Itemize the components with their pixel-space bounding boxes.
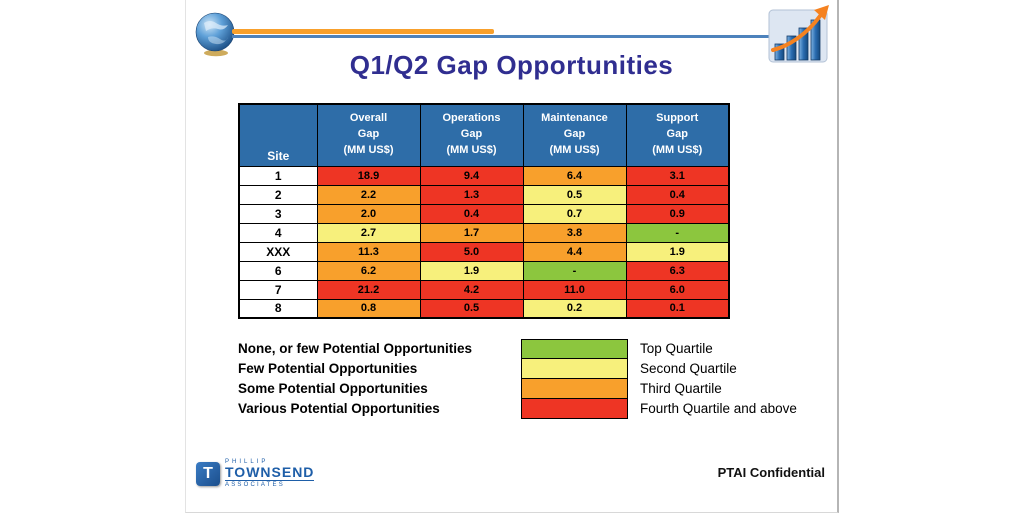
gap-value-cell: 11.3: [316, 241, 421, 262]
site-cell: 3: [238, 203, 318, 224]
site-cell: 6: [238, 260, 318, 281]
legend-label: None, or few Potential Opportunities: [238, 341, 473, 356]
site-cell: 7: [238, 279, 318, 300]
legend-quartile-label: Second Quartile: [640, 361, 737, 376]
confidential-label: PTAI Confidential: [717, 465, 825, 480]
gap-opportunities-table: Site Overall Gap (MM US$) Operations Gap …: [238, 103, 730, 319]
accent-line-orange: [232, 29, 494, 34]
legend-swatch-red: [521, 399, 628, 419]
growth-chart-icon: [767, 4, 831, 64]
legend-label: Some Potential Opportunities: [238, 381, 428, 396]
gap-value-cell: 6.4: [522, 165, 627, 186]
column-header: Maintenance Gap (MM US$): [522, 103, 627, 167]
logo-townsend-label: TOWNSEND: [225, 464, 315, 481]
legend-swatch-green: [521, 339, 628, 359]
ptai-logo-text: PHILLIP TOWNSEND ASSOCIATES: [225, 459, 315, 488]
gap-value-cell: 0.8: [316, 298, 421, 319]
column-header: Operations Gap (MM US$): [419, 103, 524, 167]
legend: None, or few Potential Opportunities Top …: [238, 339, 797, 419]
gap-value-cell: 21.2: [316, 279, 421, 300]
gap-value-cell: 2.7: [316, 222, 421, 243]
gap-value-cell: 3.1: [625, 165, 730, 186]
legend-label: Various Potential Opportunities: [238, 401, 440, 416]
gap-value-cell: 18.9: [316, 165, 421, 186]
table-row: 7 21.2 4.2 11.0 6.0: [238, 279, 730, 300]
legend-swatch-orange: [521, 379, 628, 399]
gap-value-cell: 6.3: [625, 260, 730, 281]
site-cell: 4: [238, 222, 318, 243]
gap-value-cell: 1.7: [419, 222, 524, 243]
table-body: 1 18.9 9.4 6.4 3.1 2 2.2 1.3 0.5 0.4 3 2.0 0.4 0.7 0.9…: [238, 165, 730, 319]
table-row: 4 2.7 1.7 3.8-: [238, 222, 730, 243]
gap-value-cell: 1.3: [419, 184, 524, 205]
gap-value-cell: 1.9: [625, 241, 730, 262]
gap-value-cell: 6.2: [316, 260, 421, 281]
site-cell: 1: [238, 165, 318, 186]
table-row: 2 2.2 1.3 0.5 0.4: [238, 184, 730, 205]
site-column-header: Site: [238, 103, 318, 167]
table-row: 3 2.0 0.4 0.7 0.9: [238, 203, 730, 224]
table-row: 1 18.9 9.4 6.4 3.1: [238, 165, 730, 186]
gap-value-cell: 11.0: [522, 279, 627, 300]
site-cell: 8: [238, 298, 318, 319]
gap-value-cell: 0.5: [522, 184, 627, 205]
legend-row: Some Potential Opportunities Third Quarti…: [238, 379, 797, 399]
legend-swatch-yellow: [521, 359, 628, 379]
legend-row: None, or few Potential Opportunities Top …: [238, 339, 797, 359]
slide: Q1/Q2 Gap Opportunities Site Overall Gap…: [185, 0, 839, 513]
table-row: XXX 11.3 5.0 4.4 1.9: [238, 241, 730, 262]
gap-value-cell: 0.4: [625, 184, 730, 205]
legend-quartile-label: Fourth Quartile and above: [640, 401, 797, 416]
slide-title: Q1/Q2 Gap Opportunities: [349, 50, 674, 80]
gap-value-cell: 2.2: [316, 184, 421, 205]
legend-row: Various Potential Opportunities Fourth Qu…: [238, 399, 797, 419]
legend-quartile-label: Third Quartile: [640, 381, 722, 396]
legend-label: Few Potential Opportunities: [238, 361, 418, 376]
legend-quartile-label: Top Quartile: [640, 341, 713, 356]
column-header: Overall Gap (MM US$): [316, 103, 421, 167]
gap-value-cell: 0.1: [625, 298, 730, 319]
gap-value-cell: 2.0: [316, 203, 421, 224]
gap-value-cell: 6.0: [625, 279, 730, 300]
column-header: Support Gap (MM US$): [625, 103, 730, 167]
gap-value-cell: 1.9: [419, 260, 524, 281]
gap-value-cell: 3.8: [522, 222, 627, 243]
ptai-logo: T PHILLIP TOWNSEND ASSOCIATES: [196, 459, 315, 488]
site-cell: 2: [238, 184, 318, 205]
logo-associates-label: ASSOCIATES: [225, 482, 285, 488]
logo-phillip-label: PHILLIP: [225, 459, 269, 466]
gap-value-cell: 0.2: [522, 298, 627, 319]
legend-row: Few Potential Opportunities Second Quarti…: [238, 359, 797, 379]
gap-value-cell: 0.9: [625, 203, 730, 224]
globe-icon: [194, 10, 238, 58]
gap-value-cell: 0.5: [419, 298, 524, 319]
gap-value-cell: 0.7: [522, 203, 627, 224]
ptai-logo-icon: T: [196, 461, 220, 486]
site-cell: XXX: [238, 241, 318, 262]
accent-line-blue: [232, 35, 824, 38]
gap-value-cell: 5.0: [419, 241, 524, 262]
gap-value-cell: 9.4: [419, 165, 524, 186]
gap-value-cell: 0.4: [419, 203, 524, 224]
table-row: 8 0.8 0.5 0.2 0.1: [238, 298, 730, 319]
gap-value-cell: -: [625, 222, 730, 243]
gap-value-cell: -: [522, 260, 627, 281]
gap-value-cell: 4.4: [522, 241, 627, 262]
gap-value-cell: 4.2: [419, 279, 524, 300]
table-row: 6 6.2 1.9-6.3: [238, 260, 730, 281]
table-header-row: Site Overall Gap (MM US$) Operations Gap …: [238, 103, 730, 167]
